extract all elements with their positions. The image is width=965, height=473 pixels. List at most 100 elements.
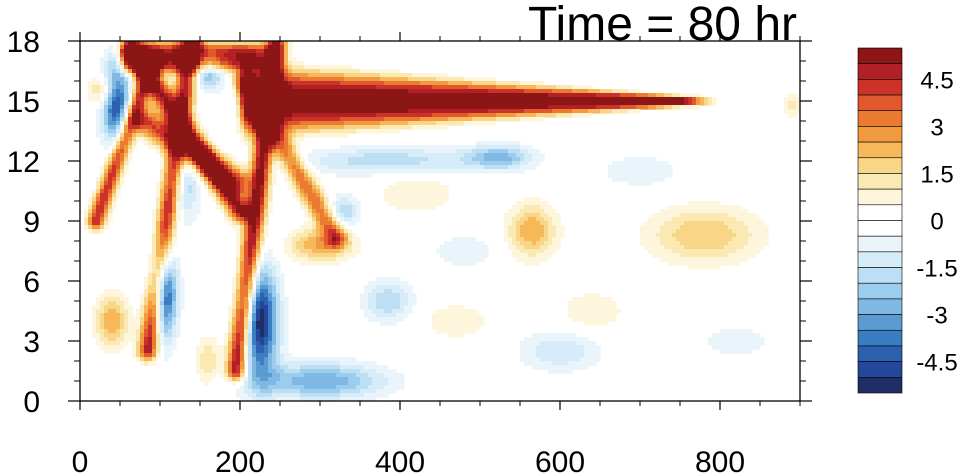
contour-cell bbox=[224, 157, 229, 162]
contour-cell bbox=[504, 213, 517, 218]
contour-cell bbox=[332, 225, 337, 230]
contour-cell bbox=[364, 313, 377, 318]
contour-cell bbox=[328, 165, 485, 170]
contour-cell bbox=[568, 301, 617, 306]
contour-cell bbox=[100, 317, 105, 322]
contour-cell bbox=[252, 397, 277, 401]
contour-cell bbox=[236, 97, 241, 102]
contour-cell bbox=[228, 61, 233, 66]
contour-cell bbox=[144, 289, 149, 294]
contour-cell bbox=[164, 265, 169, 270]
contour-cell bbox=[400, 297, 409, 302]
contour-cell bbox=[196, 125, 201, 130]
contour-cell bbox=[260, 189, 265, 194]
contour-cell bbox=[128, 149, 133, 154]
contour-cell bbox=[336, 257, 349, 262]
contour-cell bbox=[316, 165, 329, 170]
contour-cell bbox=[256, 249, 261, 254]
contour-cell bbox=[96, 125, 101, 130]
contour-cell bbox=[328, 217, 333, 222]
contour-cell bbox=[536, 113, 557, 118]
contour-cell bbox=[280, 349, 289, 354]
contour-cell bbox=[104, 205, 109, 210]
contour-cell bbox=[280, 41, 285, 46]
contour-cell bbox=[248, 373, 253, 378]
contour-cell bbox=[116, 89, 121, 94]
contour-cell bbox=[256, 241, 261, 246]
contour-cell bbox=[156, 313, 161, 318]
contour-cell bbox=[600, 89, 613, 94]
contour-cell bbox=[272, 157, 281, 162]
contour-cell bbox=[156, 257, 165, 262]
contour-cell bbox=[232, 209, 237, 214]
contour-cell bbox=[272, 365, 281, 370]
contour-cell bbox=[248, 221, 257, 226]
contour-cell bbox=[200, 41, 205, 46]
contour-cell bbox=[316, 189, 321, 194]
contour-cell bbox=[108, 217, 113, 222]
contour-cell bbox=[112, 153, 117, 158]
contour-cell bbox=[660, 241, 681, 246]
contour-cell bbox=[276, 361, 281, 366]
contour-cell bbox=[712, 333, 761, 338]
contour-cell bbox=[340, 217, 345, 222]
contour-cell bbox=[200, 169, 205, 174]
contour-cell bbox=[148, 301, 153, 306]
contour-cell bbox=[160, 333, 165, 338]
contour-cell bbox=[240, 137, 245, 142]
contour-cell bbox=[236, 197, 241, 202]
contour-cell bbox=[304, 229, 313, 234]
contour-cell bbox=[352, 245, 361, 250]
contour-cell bbox=[220, 373, 225, 378]
contour-cell bbox=[280, 281, 285, 286]
contour-cell bbox=[176, 41, 181, 46]
contour-cell bbox=[236, 57, 281, 62]
contour-cell bbox=[300, 393, 341, 398]
contour-cell bbox=[160, 221, 165, 226]
contour-cell bbox=[200, 85, 205, 90]
contour-cell bbox=[244, 253, 249, 258]
contour-cell bbox=[224, 361, 229, 366]
contour-cell bbox=[504, 237, 513, 242]
contour-cell bbox=[268, 289, 273, 294]
contour-cell bbox=[300, 157, 305, 162]
contour-cell bbox=[148, 97, 153, 102]
contour-cell bbox=[276, 297, 281, 302]
contour-cell bbox=[284, 341, 289, 346]
contour-cell bbox=[300, 189, 305, 194]
contour-cell bbox=[292, 257, 309, 262]
contour-cell bbox=[180, 201, 185, 206]
contour-cell bbox=[228, 57, 237, 62]
contour-cell bbox=[164, 125, 169, 130]
contour-cell bbox=[728, 225, 749, 230]
contour-cell bbox=[284, 249, 293, 254]
contour-cell bbox=[232, 285, 237, 290]
contour-cell bbox=[144, 317, 149, 322]
contour-cell bbox=[284, 177, 289, 182]
contour-cell bbox=[140, 305, 145, 310]
contour-cell bbox=[136, 313, 141, 318]
contour-cell bbox=[520, 81, 545, 86]
contour-cell bbox=[184, 189, 189, 194]
contour-cell bbox=[244, 113, 293, 118]
contour-cell bbox=[244, 225, 249, 230]
contour-cell bbox=[324, 193, 329, 198]
contour-cell bbox=[132, 141, 137, 146]
contour-cell bbox=[96, 129, 101, 134]
contour-cell bbox=[264, 205, 269, 210]
contour-cell bbox=[584, 321, 609, 326]
contour-cell bbox=[132, 109, 137, 114]
contour-cell bbox=[132, 93, 137, 98]
contour-cell bbox=[228, 221, 233, 226]
contour-cell bbox=[320, 129, 357, 134]
contour-cell bbox=[156, 341, 161, 346]
contour-cell bbox=[164, 141, 169, 146]
contour-cell bbox=[112, 177, 117, 182]
contour-cell bbox=[168, 237, 173, 242]
contour-cell bbox=[576, 341, 597, 346]
contour-cell bbox=[188, 157, 193, 162]
contour-cell bbox=[304, 245, 317, 250]
contour-cell bbox=[348, 233, 353, 238]
contour-cell bbox=[384, 385, 405, 390]
contour-cell bbox=[256, 185, 261, 190]
